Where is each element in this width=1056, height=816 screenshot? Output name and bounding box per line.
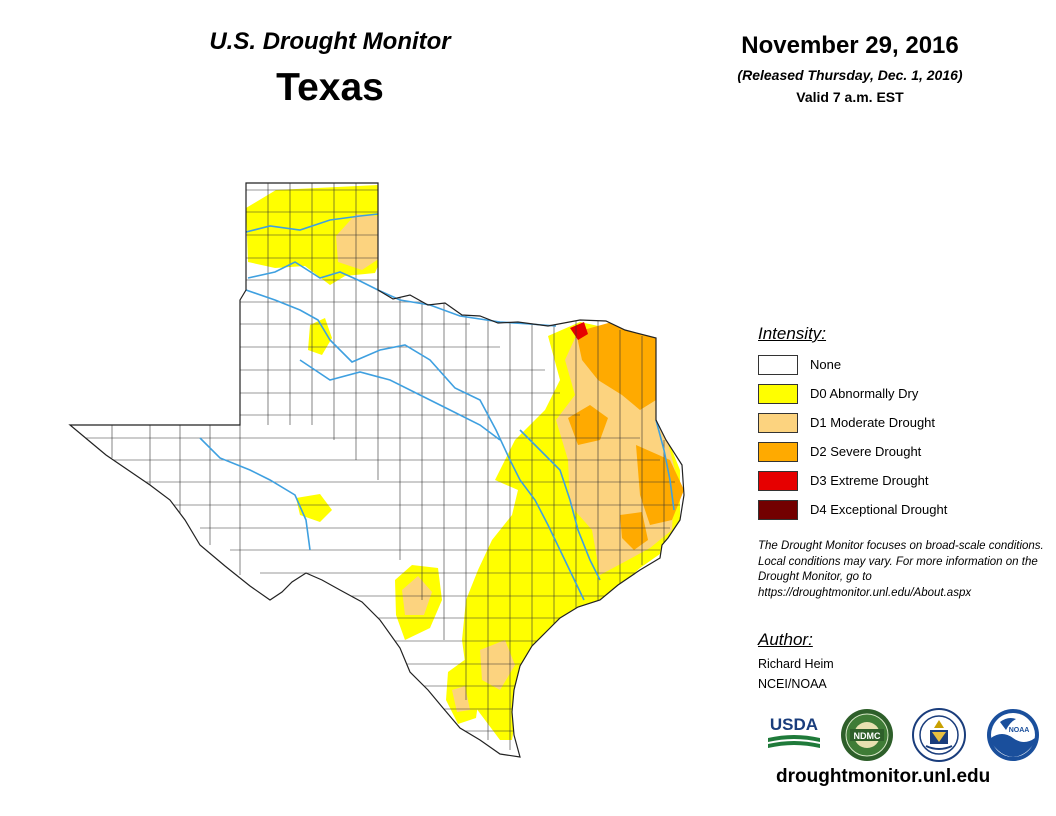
legend-label: D4 Exceptional Drought — [810, 502, 948, 517]
texas-drought-map — [69, 182, 685, 758]
author-heading: Author: — [758, 630, 813, 649]
ndmc-logo-icon: NDMC — [841, 709, 893, 761]
pecos-river — [199, 437, 311, 551]
legend-heading: Intensity: — [758, 324, 827, 343]
legend-swatch — [758, 471, 798, 491]
trinity-river — [519, 429, 601, 581]
d1-area-southwest — [402, 576, 432, 615]
state-name: Texas — [276, 66, 384, 109]
map-title: U.S. Drought Monitor — [209, 28, 451, 55]
valid-time: Valid 7 a.m. EST — [796, 89, 904, 105]
d2-area-southeast — [620, 512, 648, 550]
legend-label: D2 Severe Drought — [810, 444, 922, 459]
colorado-river — [299, 359, 501, 441]
d3-area-northeast — [570, 322, 588, 340]
legend-label: None — [810, 357, 842, 372]
legend-swatch — [758, 413, 798, 433]
red-river-fork — [247, 261, 379, 291]
d1-area-panhandle — [336, 214, 380, 270]
d1-area-south — [480, 640, 515, 690]
d1-area-southtip — [452, 686, 470, 712]
legend-swatch — [758, 384, 798, 404]
legend-label: D0 Abnormally Dry — [810, 386, 919, 401]
canadian-river — [245, 213, 379, 233]
noaa-logo-text: NOAA — [1009, 727, 1030, 734]
county-grid — [70, 183, 680, 750]
legend-label: D3 Extreme Drought — [810, 473, 929, 488]
noaa-logo-icon: NOAA — [987, 709, 1039, 761]
rivers — [199, 213, 675, 601]
author-org: NCEI/NOAA — [758, 677, 827, 691]
usda-logo-icon: USDA — [768, 715, 820, 748]
release-date: (Released Thursday, Dec. 1, 2016) — [737, 67, 963, 83]
legend-label: D1 Moderate Drought — [810, 415, 936, 430]
commerce-seal-icon — [912, 708, 966, 762]
ndmc-logo-text: NDMC — [854, 731, 881, 741]
d0-area-panhandle-south — [308, 318, 332, 355]
drought-areas — [246, 185, 684, 740]
legend-swatch — [758, 442, 798, 462]
legend-swatch — [758, 500, 798, 520]
d0-area-west-central — [296, 494, 332, 522]
d2-area-northeast — [576, 322, 656, 410]
author-name: Richard Heim — [758, 657, 834, 671]
brazos-river — [245, 289, 585, 601]
legend-swatch — [758, 355, 798, 375]
usda-logo-text: USDA — [770, 715, 818, 734]
monitor-note: The Drought Monitor focuses on broad-sca… — [758, 540, 1044, 599]
map-date: November 29, 2016 — [741, 32, 959, 59]
footer-url[interactable]: droughtmonitor.unl.edu — [776, 766, 991, 787]
sabine-river — [655, 419, 675, 511]
